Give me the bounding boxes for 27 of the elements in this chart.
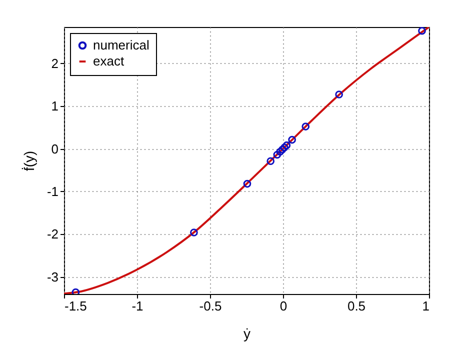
y-axis-title: ḟ(y) <box>20 150 37 172</box>
point <box>243 180 252 188</box>
legend-label: exact <box>93 54 124 68</box>
y-tick-label: -3 <box>46 269 58 284</box>
point <box>276 148 284 156</box>
point <box>302 122 310 130</box>
x-tick-label: -1 <box>132 298 144 314</box>
y-tick-label: -1 <box>46 184 58 199</box>
point <box>190 228 198 236</box>
point <box>335 90 343 98</box>
x-axis-title: ẏ <box>244 326 250 342</box>
y-tick-label: 0 <box>51 141 58 156</box>
point <box>266 157 274 166</box>
point <box>418 27 426 35</box>
x-tick-label: 1 <box>422 298 430 314</box>
x-tick-label: 0.5 <box>347 298 366 314</box>
point <box>288 136 296 144</box>
point <box>280 144 288 152</box>
point <box>273 150 282 159</box>
y-tick-label: -2 <box>46 226 58 242</box>
y-tick-label: 2 <box>51 56 58 71</box>
y-tick-label: 1 <box>51 98 58 114</box>
point <box>72 288 80 294</box>
x-tick-label: -0.5 <box>199 298 222 314</box>
legend-label: numerical <box>93 38 150 52</box>
x-tick-label: 0 <box>280 298 288 314</box>
x-tick-label: -1.5 <box>64 298 87 314</box>
